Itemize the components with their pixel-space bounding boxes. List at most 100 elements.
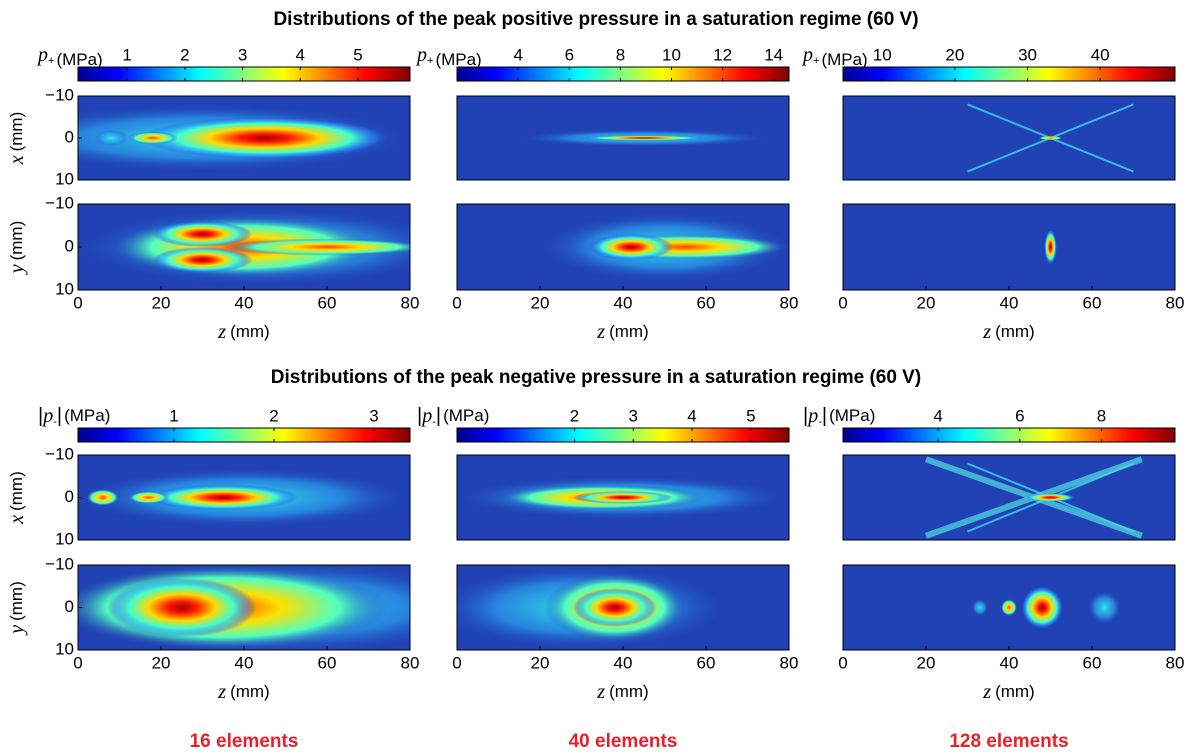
heatmap bbox=[78, 455, 410, 540]
field-blob bbox=[1044, 229, 1057, 265]
y-tick-label: 10 bbox=[55, 169, 74, 188]
field-blob bbox=[1038, 135, 1063, 141]
heatmap bbox=[78, 96, 410, 180]
field-blob bbox=[127, 131, 178, 145]
colorbar-tick-label: 8 bbox=[616, 45, 625, 64]
colorbar-label-part: + bbox=[813, 55, 819, 67]
y-tick-label: 0 bbox=[65, 597, 74, 616]
colorbar-label-part: p bbox=[415, 44, 427, 66]
x-tick-label: 20 bbox=[531, 653, 550, 672]
x-axis-label: z (mm) bbox=[982, 681, 1034, 703]
x-tick-label: 20 bbox=[917, 293, 936, 312]
x-tick-label: 80 bbox=[1166, 293, 1185, 312]
x-axis-label: z (mm) bbox=[596, 321, 648, 343]
x-tick-label: 60 bbox=[697, 653, 716, 672]
heatmap bbox=[457, 455, 789, 540]
field-blob bbox=[1025, 493, 1076, 502]
colorbar-label-part: | bbox=[436, 405, 441, 427]
colorbar-label-part: - bbox=[53, 416, 57, 428]
colorbar bbox=[842, 66, 1176, 82]
field-blob bbox=[573, 588, 657, 627]
y-axis-var: y bbox=[6, 625, 28, 636]
x-tick-label: 80 bbox=[780, 653, 799, 672]
heatmap bbox=[78, 565, 410, 650]
colorbar-label: |p-| (MPa) bbox=[417, 405, 489, 428]
heatmap bbox=[843, 565, 1175, 650]
colorbar bbox=[456, 66, 790, 82]
x-tick-label: 0 bbox=[73, 653, 82, 672]
heatmap bbox=[457, 565, 789, 650]
x-tick-label: 60 bbox=[1083, 293, 1102, 312]
x-axis-var: z bbox=[596, 321, 605, 343]
field-blob bbox=[152, 247, 253, 273]
field-blob bbox=[94, 129, 128, 147]
colorbar-label-part: (MPa) bbox=[56, 50, 102, 69]
heatmap bbox=[78, 204, 410, 290]
field-blob bbox=[573, 491, 673, 504]
section-title: Distributions of the peak positive press… bbox=[273, 9, 918, 30]
x-tick-label: 0 bbox=[452, 293, 461, 312]
x-tick-label: 40 bbox=[614, 293, 633, 312]
colorbar-tick-label: 4 bbox=[687, 406, 696, 425]
y-tick-label: −10 bbox=[45, 554, 74, 573]
colorbar-tick-label: 5 bbox=[746, 406, 755, 425]
field-blob bbox=[86, 489, 120, 506]
colorbar-label: |p-| (MPa) bbox=[803, 405, 875, 428]
colorbar-tick-label: 6 bbox=[1015, 406, 1024, 425]
colorbar-tick-label: 3 bbox=[629, 406, 638, 425]
colorbar-label: |p-| (MPa) bbox=[38, 405, 110, 428]
y-axis-var: y bbox=[6, 264, 28, 275]
colorbar bbox=[842, 427, 1176, 443]
colorbar-tick-label: 5 bbox=[353, 45, 362, 64]
x-tick-label: 60 bbox=[1083, 653, 1102, 672]
colorbar-label-part: - bbox=[818, 416, 822, 428]
x-axis-var: z bbox=[217, 681, 226, 703]
heatmap bbox=[457, 96, 789, 180]
x-axis-var: z bbox=[596, 681, 605, 703]
colorbar bbox=[77, 66, 411, 82]
colorbar-label-part: p bbox=[41, 405, 53, 427]
heatmap bbox=[843, 96, 1175, 180]
colorbar-label-part: (MPa) bbox=[64, 406, 110, 425]
y-tick-label: 0 bbox=[65, 236, 74, 255]
axes-frame bbox=[842, 95, 1176, 181]
x-tick-label: 20 bbox=[531, 293, 550, 312]
colorbar-tick-label: 3 bbox=[238, 45, 247, 64]
colorbar-label-part: | bbox=[38, 405, 43, 427]
x-axis-label: z (mm) bbox=[982, 321, 1034, 343]
colorbar-label: p+ (MPa) bbox=[801, 44, 868, 70]
caption: 40 elements bbox=[569, 731, 678, 752]
y-tick-label: 10 bbox=[55, 279, 74, 298]
colorbar-tick-label: 8 bbox=[1097, 406, 1106, 425]
field-blob bbox=[589, 234, 673, 260]
colorbar-label-part: p bbox=[36, 44, 48, 66]
colorbar-label-part: p bbox=[420, 405, 432, 427]
y-tick-label: 10 bbox=[55, 529, 74, 548]
y-axis-label: x (mm) bbox=[6, 471, 28, 525]
colorbar-tick-label: 4 bbox=[296, 45, 305, 64]
y-tick-label: 0 bbox=[65, 487, 74, 506]
heatmap bbox=[843, 204, 1175, 290]
colorbar-label-part: (MPa) bbox=[435, 50, 481, 69]
x-axis-unit: (mm) bbox=[995, 682, 1035, 701]
caption: 128 elements bbox=[949, 731, 1068, 752]
axes-frame bbox=[456, 95, 790, 181]
colorbar-label-part: + bbox=[48, 55, 54, 67]
y-axis-label: y (mm) bbox=[6, 581, 28, 636]
x-tick-label: 40 bbox=[1000, 293, 1019, 312]
colorbar bbox=[77, 427, 411, 443]
heatmap-bg bbox=[843, 204, 1175, 290]
field-blob bbox=[1021, 586, 1063, 629]
colorbar-label-part: | bbox=[803, 405, 808, 427]
colorbar-label: p+ (MPa) bbox=[415, 44, 482, 70]
heatmap bbox=[457, 204, 789, 290]
y-axis-unit: (mm) bbox=[7, 471, 26, 511]
x-axis-unit: (mm) bbox=[609, 682, 649, 701]
y-axis-var: x bbox=[6, 515, 28, 525]
y-axis-unit: (mm) bbox=[7, 112, 26, 152]
colorbar-tick-label: 4 bbox=[933, 406, 942, 425]
colorbar-tick-label: 10 bbox=[873, 45, 892, 64]
y-tick-label: −10 bbox=[45, 85, 74, 104]
field-blob bbox=[1000, 599, 1018, 616]
